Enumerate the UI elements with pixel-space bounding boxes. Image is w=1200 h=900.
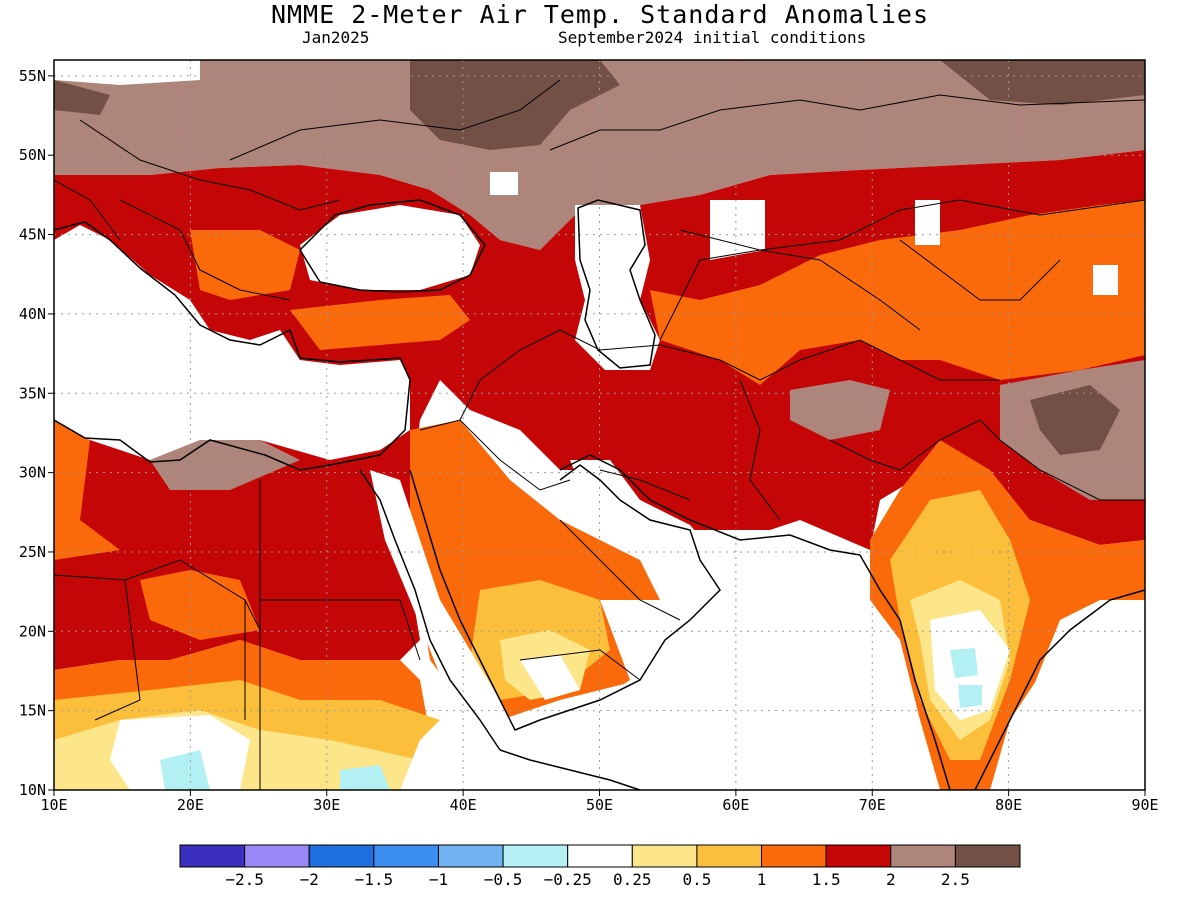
arabia-coast — [409, 464, 721, 731]
longitude-ticks: 10E 20E 30E 40E 50E 60E 70E 80E 90E — [40, 790, 1159, 814]
lat-tick-label: 35N — [19, 384, 46, 402]
caspian-coast — [577, 199, 656, 369]
colorbar-swatch — [696, 844, 763, 868]
gulf-mask — [570, 460, 720, 590]
forecast-month: Jan2025 — [302, 28, 370, 47]
red-sea-mask — [370, 470, 520, 740]
red-sea-west-coast — [359, 469, 501, 751]
bay-of-bengal-mask — [1010, 600, 1145, 790]
lat-tick-label: 55N — [19, 67, 46, 85]
black-sea-mask — [300, 205, 480, 290]
lon-tick-label: 80E — [995, 796, 1022, 814]
colorbar-swatch — [631, 844, 698, 868]
lat-tick-label: 15N — [19, 702, 46, 720]
lat-tick-label: 20N — [19, 622, 46, 640]
colorbar-swatch — [179, 844, 246, 868]
arabian-sea-mask — [560, 540, 940, 790]
latitude-ticks: 10N 15N 20N 25N 30N 35N 40N 45N 50N 55N — [19, 67, 54, 799]
colorbar-label: −2 — [300, 870, 319, 889]
country-borders — [54, 79, 1145, 790]
colorbar-label: 2.5 — [941, 870, 970, 889]
caspian-mask — [575, 205, 660, 370]
colorbar-label: 2 — [886, 870, 896, 889]
colorbar-label: −1.5 — [355, 870, 394, 889]
colorbar-swatch — [567, 844, 633, 868]
colorbar-swatch — [437, 844, 504, 868]
colorbar-swatch — [890, 844, 956, 868]
colorbar-swatch — [373, 844, 439, 868]
lon-tick-label: 90E — [1131, 796, 1158, 814]
anomaly-region-15-central-asia — [650, 200, 1145, 385]
lon-tick-label: 40E — [450, 796, 477, 814]
iran-south-coast — [559, 454, 861, 556]
coastlines — [54, 199, 1145, 790]
mediterranean-coast — [54, 221, 411, 471]
mediterranean-mask — [54, 225, 410, 460]
lon-tick-label: 50E — [586, 796, 613, 814]
lat-tick-label: 40N — [19, 305, 46, 323]
lon-tick-label: 70E — [859, 796, 886, 814]
colorbar-label: −0.5 — [484, 870, 523, 889]
lat-tick-label: 25N — [19, 543, 46, 561]
colorbar-swatch — [825, 844, 892, 868]
map-gridlines — [54, 60, 1145, 790]
lon-tick-label: 30E — [313, 796, 340, 814]
colorbar-swatch — [761, 844, 827, 868]
lon-tick-label: 20E — [177, 796, 204, 814]
colorbar-label: 1.5 — [812, 870, 841, 889]
colorbar-swatch — [308, 844, 375, 868]
lon-tick-label: 10E — [40, 796, 67, 814]
lat-tick-label: 10N — [19, 781, 46, 799]
lat-tick-label: 50N — [19, 146, 46, 164]
india-coast — [859, 554, 1145, 790]
initial-conditions: September2024 initial conditions — [558, 28, 867, 47]
colorbar-swatch — [244, 844, 310, 868]
lat-tick-label: 30N — [19, 464, 46, 482]
lat-tick-label: 45N — [19, 226, 46, 244]
lon-tick-label: 60E — [722, 796, 749, 814]
colorbar-label: 1 — [757, 870, 767, 889]
colorbar-label: −1 — [429, 870, 448, 889]
anomaly-region-3-north — [410, 60, 620, 150]
anomaly-region-15-south — [54, 420, 120, 560]
colorbar-label: −2.5 — [225, 870, 264, 889]
map-title: NMME 2-Meter Air Temp. Standard Anomalie… — [270, 0, 930, 29]
colorbar-swatch — [502, 844, 569, 868]
africa-horn-coast — [499, 749, 641, 790]
black-sea-coast — [299, 199, 486, 293]
colorbar-swatch — [954, 844, 1021, 868]
colorbar-label: −0.25 — [544, 870, 592, 889]
colorbar-label: 0.5 — [682, 870, 711, 889]
colorbar: −2.5 −2 −1.5 −1 −0.5 −0.25 0.25 0.5 1 1.5 2 2.5 — [179, 844, 1021, 889]
colorbar-label: 0.25 — [613, 870, 652, 889]
